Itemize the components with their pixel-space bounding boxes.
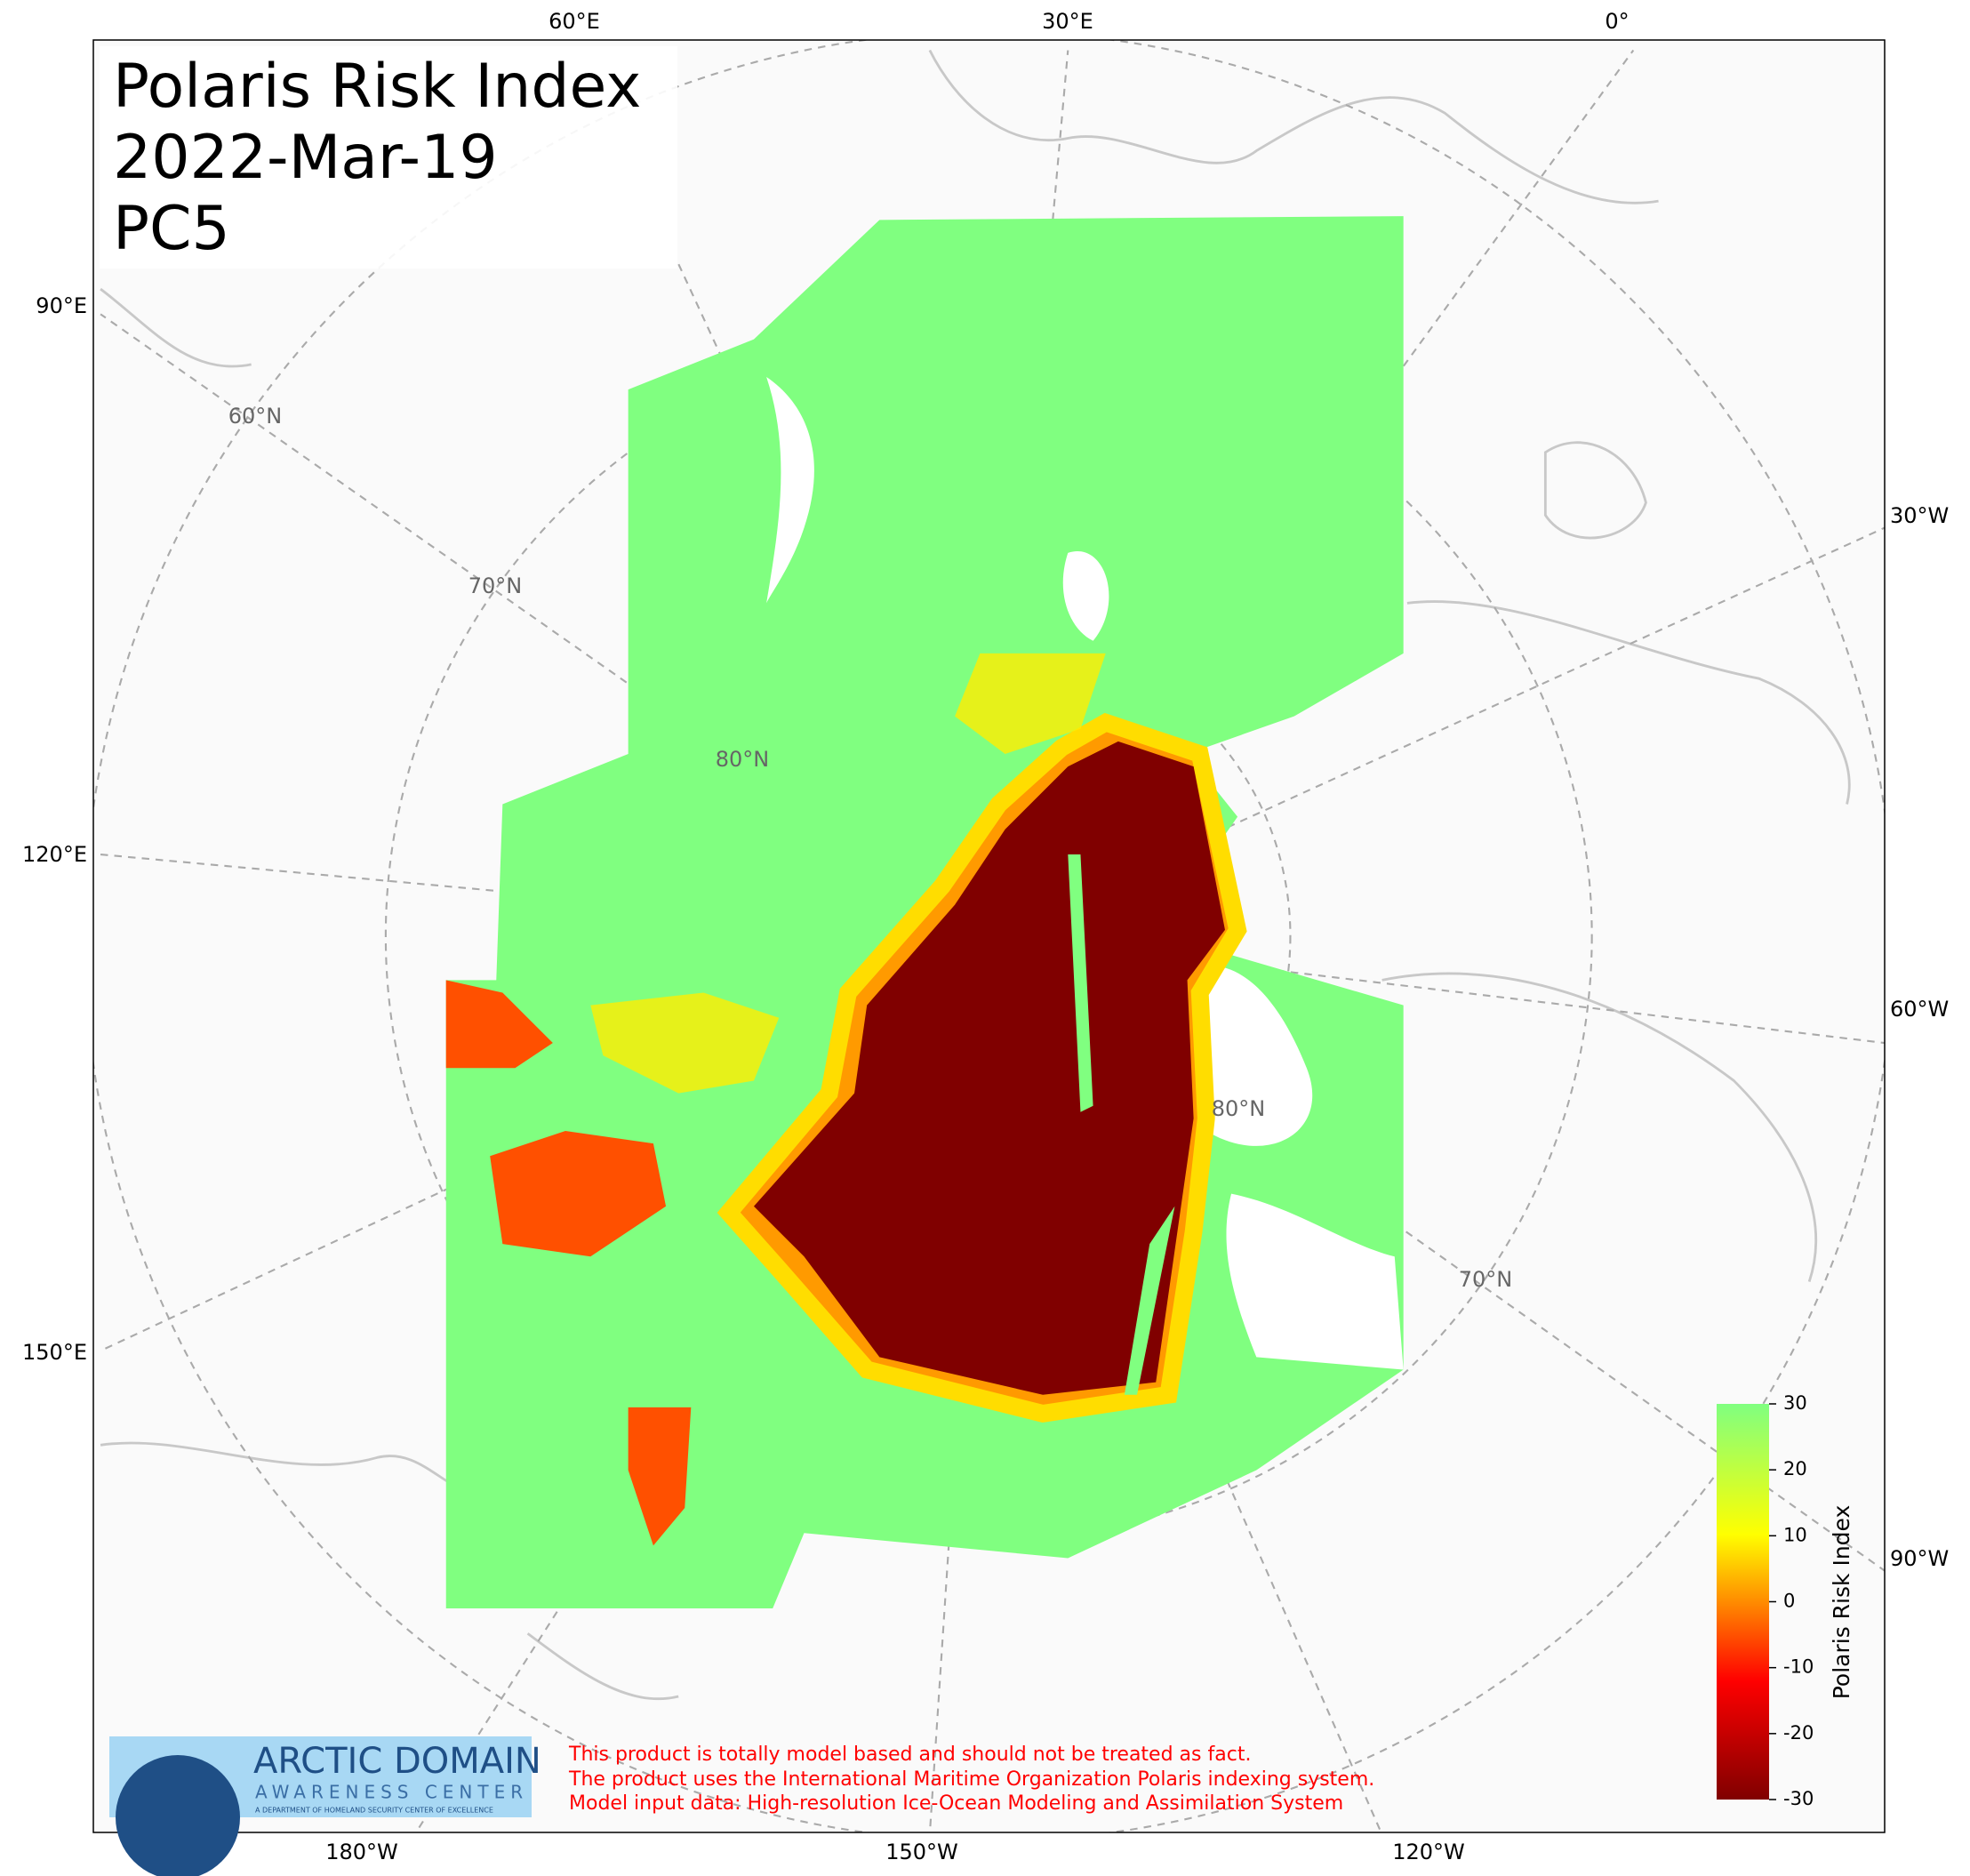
map-layer xyxy=(93,40,1885,1832)
latitude-label: 80°N xyxy=(716,747,770,772)
longitude-label: 0° xyxy=(1605,9,1629,34)
longitude-label: 60°W xyxy=(1890,997,1949,1022)
latitude-label: 60°N xyxy=(228,404,283,429)
logo-subtitle: AWARENESS CENTER xyxy=(255,1782,528,1803)
latitude-label: 80°N xyxy=(1212,1096,1266,1121)
latitude-label: 70°N xyxy=(1459,1267,1513,1292)
title-line: 2022-Mar-19 xyxy=(113,123,498,193)
title-backdrop xyxy=(100,46,677,269)
colorbar-tick-label: 30 xyxy=(1783,1392,1807,1414)
longitude-label: 120°E xyxy=(22,842,87,867)
longitude-label: 120°W xyxy=(1392,1840,1465,1864)
logo-tagline: A DEPARTMENT OF HOMELAND SECURITY CENTER… xyxy=(255,1807,493,1815)
map-frame xyxy=(92,39,1886,1833)
colorbar-tick-label: -20 xyxy=(1783,1722,1814,1744)
title-line: Polaris Risk Index xyxy=(113,52,641,122)
colorbar-tick-label: 10 xyxy=(1783,1524,1807,1545)
longitude-label: 60°E xyxy=(549,9,600,34)
longitude-label: 90°W xyxy=(1890,1546,1949,1571)
risk-area-yellow xyxy=(590,653,1106,1094)
risk-area-red xyxy=(445,980,692,1546)
colorbar-tick-label: -30 xyxy=(1783,1788,1814,1809)
longitude-label: 180°W xyxy=(325,1840,398,1864)
latitude-label: 70°N xyxy=(468,573,523,598)
logo: ARCTIC DOMAIN AWARENESS CENTER A DEPARTM… xyxy=(109,1736,541,1876)
title-line: PC5 xyxy=(113,194,230,264)
risk-lead xyxy=(1068,854,1175,1395)
colorbar xyxy=(1717,1404,1769,1800)
coastline xyxy=(100,49,1851,1701)
colorbar-label: Polaris Risk Index xyxy=(1829,1505,1854,1700)
risk-area-darkred xyxy=(753,741,1225,1395)
longitude-label: 30°E xyxy=(1042,9,1093,34)
longitude-label: 30°W xyxy=(1890,503,1949,528)
colorbar-tick-label: 20 xyxy=(1783,1458,1807,1479)
logo-title: ARCTIC DOMAIN xyxy=(253,1741,541,1782)
land-patch xyxy=(766,376,1404,1370)
disclaimer-line: The product uses the International Marit… xyxy=(568,1768,1374,1791)
longitude-label: 90°E xyxy=(36,293,87,318)
colorbar-tick-label: -10 xyxy=(1783,1656,1814,1678)
disclaimer-line: Model input data: High-resolution Ice-Oc… xyxy=(569,1792,1343,1815)
longitude-label: 150°W xyxy=(885,1840,958,1864)
logo-globe xyxy=(116,1755,240,1876)
colorbar-tick-label: 0 xyxy=(1783,1591,1795,1612)
disclaimer-line: This product is totally model based and … xyxy=(568,1744,1251,1766)
longitude-label: 150°E xyxy=(22,1340,87,1365)
